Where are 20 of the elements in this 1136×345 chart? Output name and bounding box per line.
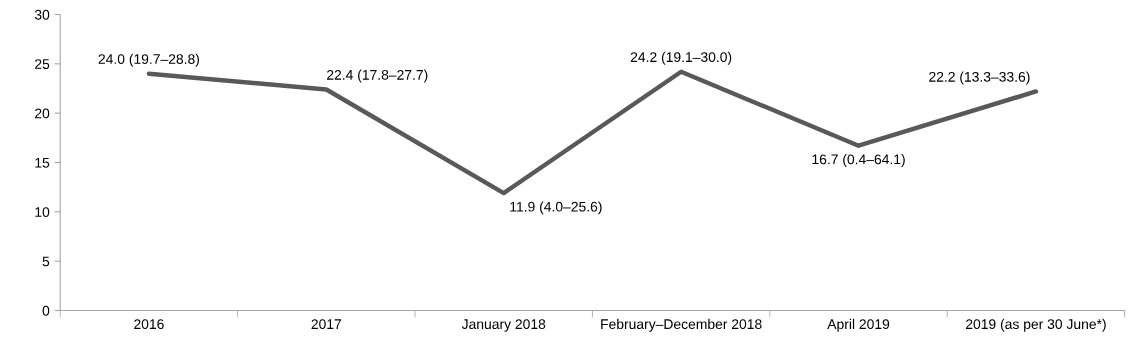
x-tick-label: 2019 (as per 30 June*) — [965, 318, 1106, 332]
y-tick-label: 0 — [42, 305, 50, 316]
x-tick-label: April 2019 — [827, 318, 890, 332]
data-label: 24.0 (19.7–28.8) — [98, 53, 200, 67]
data-label: 24.2 (19.1–30.0) — [630, 51, 732, 65]
x-tick-label: January 2018 — [461, 319, 546, 332]
data-label: 16.7 (0.4–64.1) — [812, 154, 905, 167]
data-label: 22.4 (17.8–27.7) — [327, 69, 428, 83]
data-label: 11.9 (4.0–25.6) — [510, 201, 602, 215]
y-tick-label: 20 — [35, 108, 50, 119]
x-tick-label: 2016 — [134, 319, 164, 330]
data-label: 22.2 (13.3–33.6) — [929, 71, 1030, 85]
y-tick-label: 5 — [42, 256, 50, 267]
line-series — [146, 69, 1039, 196]
y-tick-label: 30 — [34, 9, 50, 20]
x-tick-label: 2017 — [311, 319, 342, 330]
y-tick-label: 25 — [35, 59, 50, 69]
y-tick-label: 15 — [35, 157, 50, 168]
x-tick-label: February–December 2018 — [601, 318, 762, 332]
y-tick-label: 10 — [35, 207, 50, 217]
